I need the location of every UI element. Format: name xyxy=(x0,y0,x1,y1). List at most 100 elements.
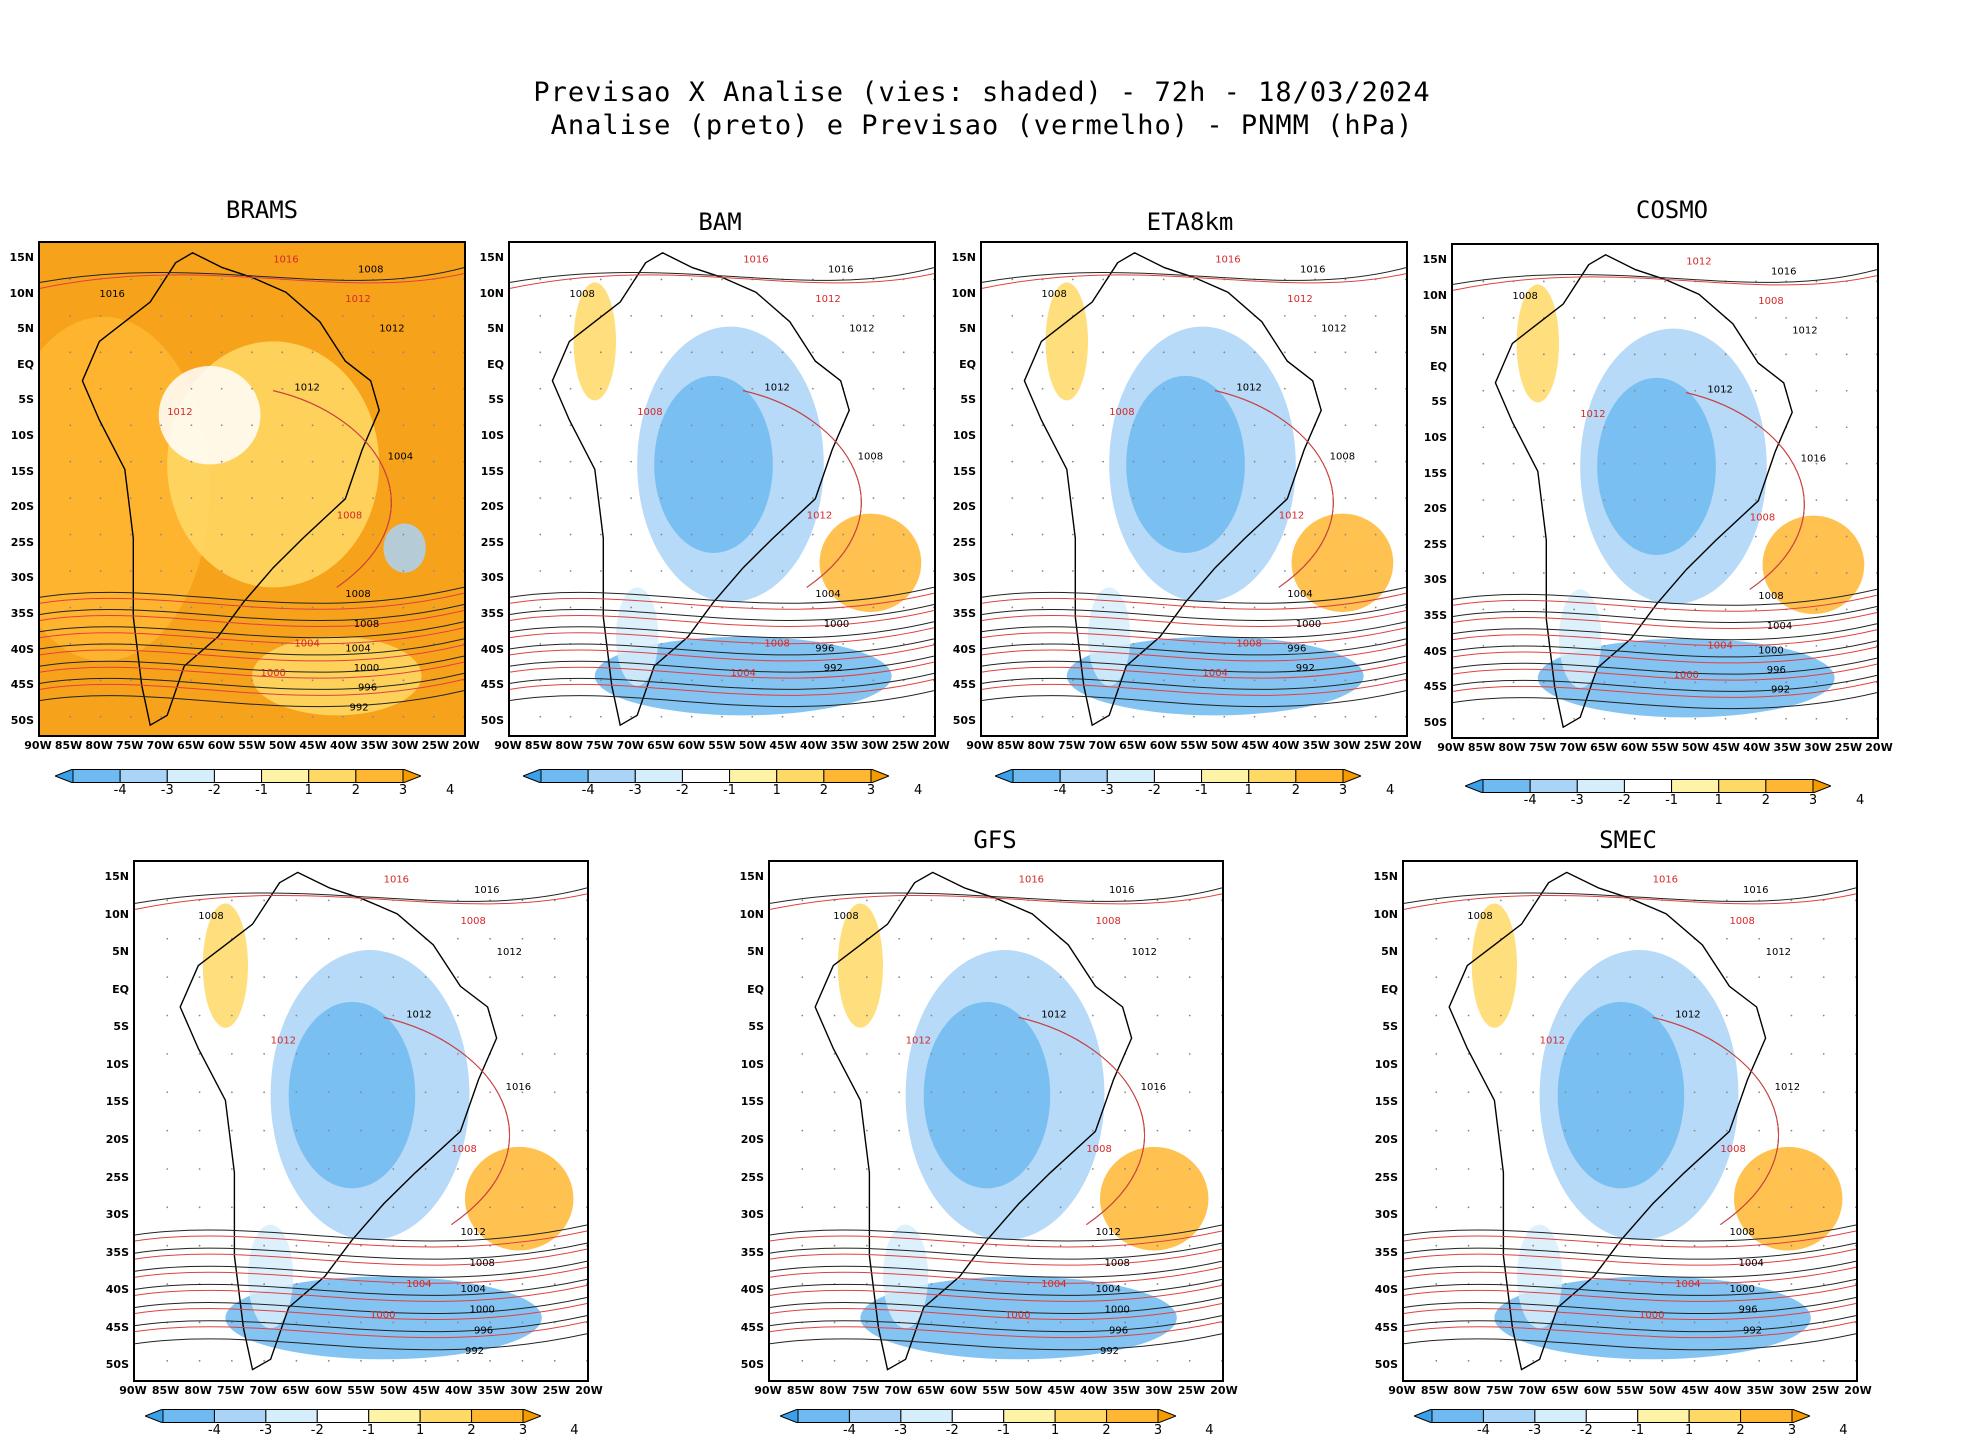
red-contour-label: 1012 xyxy=(807,511,832,522)
colorbar-label: 2 xyxy=(351,783,360,798)
lon-tick-label: 65W xyxy=(1551,1384,1579,1397)
map-svg: 1016 1008 1012 1012 1016 1012 1008 1004 1000 996 9… xyxy=(135,862,587,1380)
lat-tick-label: 45S xyxy=(1374,1320,1398,1334)
contour-label: 1004 xyxy=(1738,1258,1763,1269)
contour-label: 1008 xyxy=(198,911,223,922)
lon-tick-label: 90W xyxy=(119,1384,147,1397)
lon-tick-label: 25W xyxy=(1363,739,1392,752)
lon-tick-label: 80W xyxy=(1027,739,1055,752)
contour-label: 1008 xyxy=(1041,289,1066,300)
lon-tick-label: 25W xyxy=(1811,1384,1840,1397)
contour-label: 1012 xyxy=(1792,326,1817,337)
lon-tick-label: 70W xyxy=(1088,739,1116,752)
lat-tick-label: 10N xyxy=(104,907,129,921)
lon-tick-label: 20W xyxy=(1394,739,1422,752)
red-contour-label: 1000 xyxy=(260,668,285,679)
lon-tick-label: 35W xyxy=(1112,1384,1140,1397)
red-contour-label: 1008 xyxy=(451,1144,476,1155)
lon-tick-label: 70W xyxy=(616,739,644,752)
lon-tick-label: 75W xyxy=(851,1384,880,1397)
red-contour-label: 1008 xyxy=(1720,1144,1745,1155)
colorbar-label: 4 xyxy=(1386,783,1395,798)
red-contour-label: 1012 xyxy=(906,1035,931,1046)
red-contour-label: 1008 xyxy=(337,511,362,522)
lon-tick-label: 45W xyxy=(299,739,327,752)
colorbar-label: 3 xyxy=(1787,1423,1797,1438)
panel-title: SMEC xyxy=(1599,826,1657,854)
contour-label: 1016 xyxy=(474,885,499,896)
lon-tick-label: 90W xyxy=(494,739,522,752)
lon-tick-label: 65W xyxy=(647,739,675,752)
contour-label: 1000 xyxy=(469,1305,494,1316)
continent-outline xyxy=(179,871,498,1371)
lon-tick-label: 75W xyxy=(1528,741,1557,754)
lon-tick-label: 55W xyxy=(708,739,736,752)
red-contour-label: 1008 xyxy=(1236,638,1261,649)
colorbar-label: -1 xyxy=(723,783,737,798)
lon-tick-label: 60W xyxy=(207,739,236,752)
lon-tick-label: 50W xyxy=(379,1384,408,1397)
lon-tick-label: 70W xyxy=(1518,1384,1546,1397)
lat-tick-label: EQ xyxy=(1381,982,1398,996)
lat-tick-label: 5N xyxy=(487,322,504,336)
panel-title: ETA8km xyxy=(1146,208,1234,236)
lat-tick-label: 30S xyxy=(952,571,976,585)
lat-tick-label: 10S xyxy=(105,1057,129,1071)
contour-label: 1016 xyxy=(506,1082,531,1093)
lon-tick-label: 50W xyxy=(1648,1384,1677,1397)
continent-outline xyxy=(814,871,1133,1371)
colorbar-label: -1 xyxy=(1665,793,1679,808)
lon-tick-label: 70W xyxy=(1559,741,1587,754)
colorbar-label: -4 xyxy=(207,1423,221,1438)
colorbar-label: -3 xyxy=(1528,1423,1542,1438)
contour-label: 996 xyxy=(815,643,834,654)
lon-tick-label: 60W xyxy=(677,739,706,752)
contour-label: 996 xyxy=(1109,1325,1128,1336)
lat-tick-label: 10S xyxy=(10,429,34,443)
contour-label: 1008 xyxy=(1758,591,1783,602)
lat-tick-label: 35S xyxy=(1374,1245,1398,1259)
map-svg: 1016 1008 1012 1012 1016 1012 1008 1004 1000 996 9… xyxy=(770,862,1222,1380)
colorbar-label: 4 xyxy=(1839,1423,1848,1438)
lon-tick-label: 90W xyxy=(1388,1384,1416,1397)
lat-tick-label: 25S xyxy=(952,535,976,549)
colorbar-label: 3 xyxy=(1338,783,1348,798)
lon-tick-label: 35W xyxy=(1773,741,1801,754)
contour-label: 1008 xyxy=(1467,911,1492,922)
contour-label: 1008 xyxy=(1729,1227,1754,1238)
continent-outline xyxy=(1448,871,1767,1371)
lat-tick-label: 10N xyxy=(739,907,764,921)
contour-label: 1008 xyxy=(569,289,594,300)
colorbar-label: -3 xyxy=(160,783,174,798)
colorbar-label: -2 xyxy=(207,783,221,798)
contour-label: 1004 xyxy=(1767,621,1792,632)
lat-tick-label: 5N xyxy=(959,322,976,336)
contour-label: 992 xyxy=(350,702,369,713)
main-title-line1: Previsao X Analise (vies: shaded) - 72h … xyxy=(533,77,1431,108)
lat-tick-label: 40S xyxy=(952,642,976,656)
contour-label: 1016 xyxy=(99,289,124,300)
lon-tick-label: 20W xyxy=(922,739,950,752)
lat-tick-label: 50S xyxy=(480,713,504,727)
continent-outline xyxy=(81,252,380,727)
lon-tick-label: 35W xyxy=(1302,739,1330,752)
contour-label: 1012 xyxy=(379,324,404,335)
lon-tick-label: 40W xyxy=(1079,1384,1108,1397)
lat-tick-label: 5S xyxy=(488,393,504,407)
contour-label: 1012 xyxy=(1707,385,1732,396)
contour-label: 1008 xyxy=(1104,1258,1129,1269)
colorbar-label: -4 xyxy=(113,783,127,798)
lat-tick-label: 50S xyxy=(740,1358,764,1372)
lon-tick-label: 40W xyxy=(444,1384,473,1397)
lon-tick-label: 75W xyxy=(1485,1384,1514,1397)
lon-tick-label: 55W xyxy=(238,739,266,752)
lat-tick-label: 50S xyxy=(10,713,34,727)
contour-label: 1012 xyxy=(460,1227,485,1238)
lon-tick-label: 25W xyxy=(421,739,450,752)
lat-tick-label: 30S xyxy=(10,571,34,585)
red-contour-label: 1008 xyxy=(460,916,485,927)
colorbar-label: -2 xyxy=(945,1423,959,1438)
lat-tick-label: 20S xyxy=(952,500,976,514)
lon-tick-label: 45W xyxy=(1241,739,1269,752)
lat-tick-label: 40S xyxy=(1423,644,1447,658)
